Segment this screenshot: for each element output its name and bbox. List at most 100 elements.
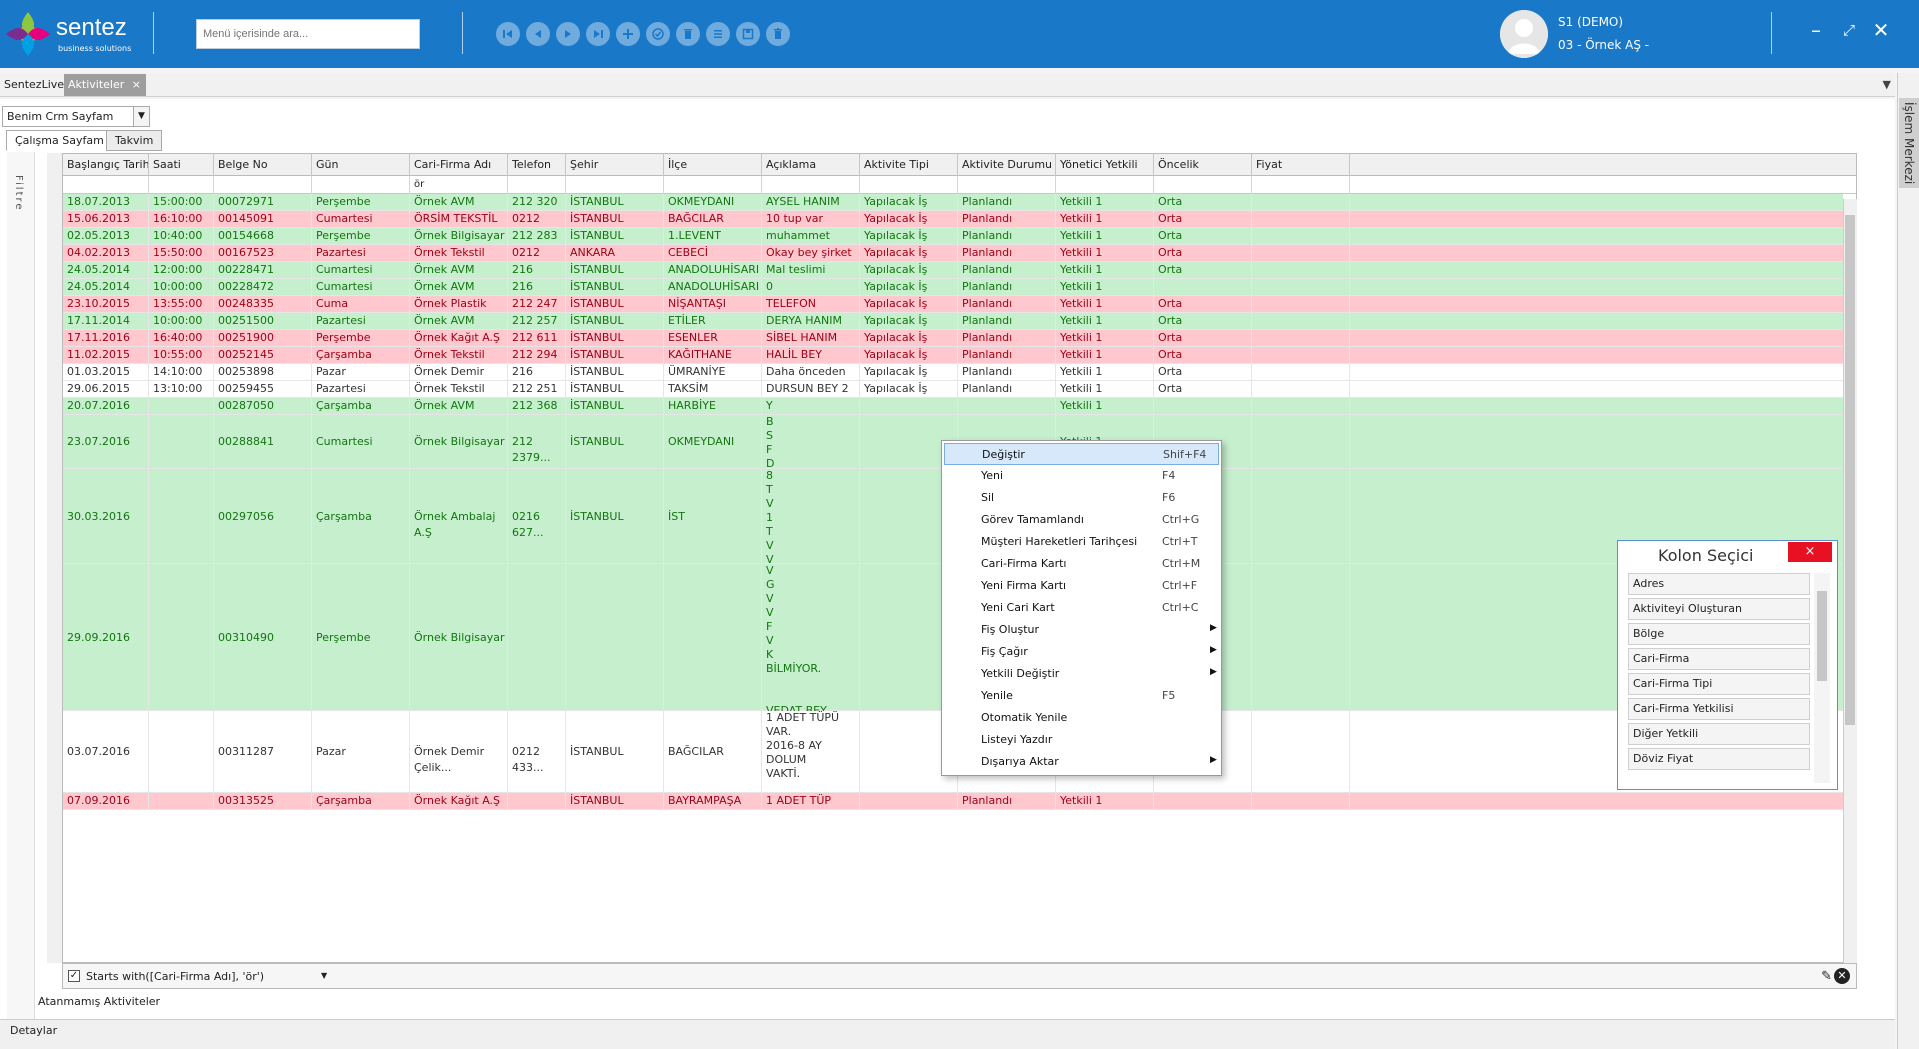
table-cell[interactable]: 03.07.2016 [63,711,149,793]
table-cell[interactable]: Yetkili 1 [1056,262,1154,279]
table-cell[interactable]: ÖRSİM TEKSTİL SA... [410,211,508,228]
table-cell[interactable]: Yetkili 1 [1056,793,1154,810]
table-cell[interactable]: İSTANBUL [566,313,664,330]
table-cell[interactable]: TAKSİM [664,381,762,398]
table-cell[interactable]: Yapılacak İş [860,381,958,398]
table-row[interactable]: 15.06.2013 16:10:00 00145091 Cumartesi ÖRSİM… [63,211,1843,228]
table-cell[interactable]: Yetkili 1 [1056,313,1154,330]
table-cell[interactable]: Orta [1154,313,1252,330]
table-cell[interactable]: İSTANBUL [566,793,664,810]
table-cell[interactable]: Yetkili 1 [1056,381,1154,398]
table-cell[interactable]: 00311287 [214,711,312,793]
table-cell[interactable]: Okay bey şirket dış... [762,245,860,262]
table-cell[interactable]: Örnek AVM [410,262,508,279]
menu-item[interactable]: Müşteri Hareketleri Tarihçesi Ctrl+T [944,531,1219,553]
close-tab-icon[interactable]: × [131,78,141,91]
table-cell[interactable]: 216 6418... [508,364,566,381]
table-cell[interactable] [664,564,762,711]
list-icon[interactable] [706,22,730,46]
table-cell[interactable]: BAĞCILAR [664,711,762,793]
table-cell[interactable] [149,564,214,711]
table-cell[interactable] [1252,296,1350,313]
table-cell[interactable]: Planlandı [958,211,1056,228]
table-cell[interactable] [1252,194,1350,211]
table-cell[interactable]: 16:10:00 [149,211,214,228]
filter-cell[interactable] [149,176,214,194]
table-cell[interactable]: 13:55:00 [149,296,214,313]
table-cell[interactable]: Pazartesi [312,313,410,330]
column-header[interactable]: Gün [312,154,410,176]
column-picker-item[interactable]: Döviz Fiyat [1628,748,1810,770]
table-cell[interactable]: Yetkili 1 [1056,279,1154,296]
filter-cell[interactable] [1056,176,1154,194]
column-picker-item[interactable]: Diğer Yetkili [1628,723,1810,745]
table-cell[interactable]: Planlandı [958,228,1056,245]
column-header[interactable]: Öncelik [1154,154,1252,176]
table-cell[interactable]: ANADOLUHİSARI [664,279,762,296]
table-cell[interactable] [149,793,214,810]
table-cell[interactable]: 16:40:00 [149,330,214,347]
table-cell[interactable]: İSTANBUL [566,211,664,228]
table-cell[interactable]: Cumartesi [312,211,410,228]
table-cell[interactable]: 00154668 [214,228,312,245]
column-header[interactable]: İlçe [664,154,762,176]
menu-item[interactable]: Yeni Cari Kart Ctrl+C [944,597,1219,619]
table-cell[interactable]: Yetkili 1 [1056,296,1154,313]
trash-icon[interactable] [766,22,790,46]
table-cell[interactable]: ÜMRANİYE [664,364,762,381]
table-cell[interactable]: 00145091 [214,211,312,228]
table-cell[interactable]: Çarşamba [312,398,410,415]
table-cell[interactable]: BAYRAMPAŞA [664,793,762,810]
table-cell[interactable]: 15:00:00 [149,194,214,211]
column-header[interactable]: Belge No [214,154,312,176]
close-icon[interactable]: ✕ [1872,18,1890,42]
table-cell[interactable] [1252,564,1350,711]
table-cell[interactable]: 29.06.2015 [63,381,149,398]
table-cell[interactable] [860,398,958,415]
table-cell[interactable]: 30.03.2016 [63,469,149,564]
table-cell[interactable]: 00251900 [214,330,312,347]
table-cell[interactable]: Perşembe [312,194,410,211]
table-cell[interactable]: Örnek Tekstil [410,245,508,262]
table-cell[interactable]: Yapılacak İş [860,194,958,211]
filter-cell[interactable] [566,176,664,194]
table-cell[interactable]: 04.02.2013 [63,245,149,262]
table-cell[interactable]: ETİLER [664,313,762,330]
table-cell[interactable]: 12:00:00 [149,262,214,279]
table-cell[interactable]: Pazartesi [312,245,410,262]
table-cell[interactable]: Cuma [312,296,410,313]
table-cell[interactable] [149,711,214,793]
table-cell[interactable]: HARBİYE [664,398,762,415]
menu-item[interactable]: Görev Tamamlandı Ctrl+G [944,509,1219,531]
column-picker-item[interactable]: Cari-Firma [1628,648,1810,670]
table-cell[interactable]: Mal teslimi yapıldı.... [762,262,860,279]
table-cell[interactable]: 15:50:00 [149,245,214,262]
delete-icon[interactable] [676,22,700,46]
table-cell[interactable]: Pazartesi [312,381,410,398]
table-cell[interactable]: 17.11.2016 [63,330,149,347]
table-cell[interactable] [1252,330,1350,347]
table-cell[interactable]: 13:10:00 [149,381,214,398]
edit-filter-icon[interactable]: ✎ [1821,969,1832,984]
table-cell[interactable]: İSTANBUL [566,398,664,415]
column-picker-item[interactable]: Cari-Firma Yetkilisi [1628,698,1810,720]
table-cell[interactable]: 10:00:00 [149,313,214,330]
table-cell[interactable] [1154,415,1252,469]
table-cell[interactable]: Planlandı [958,330,1056,347]
table-cell[interactable]: V G V V F V K BİLMİYOR. VEDAT BEY BAYRA.… [762,564,860,711]
table-cell[interactable]: 14:10:00 [149,364,214,381]
table-cell[interactable] [860,793,958,810]
scrollbar-thumb[interactable] [1845,215,1855,725]
table-cell[interactable]: Planlandı [958,381,1056,398]
table-cell[interactable]: 1.LEVENT [664,228,762,245]
table-row[interactable]: 17.11.2016 16:40:00 00251900 Perşembe Örnek … [63,330,1843,347]
table-row[interactable]: 18.07.2013 15:00:00 00072971 Perşembe Örnek … [63,194,1843,211]
table-cell[interactable]: Yapılacak İş [860,245,958,262]
table-cell[interactable]: ANKARA [566,245,664,262]
table-cell[interactable]: 00253898 [214,364,312,381]
table-row[interactable]: 24.05.2014 10:00:00 00228472 Cumartesi Örnek… [63,279,1843,296]
table-cell[interactable]: 10:55:00 [149,347,214,364]
menu-item[interactable]: Yenile F5 [944,685,1219,707]
table-cell[interactable]: 1 ADET TÜP 2015 1... [762,793,860,810]
table-cell[interactable]: Örnek Plastik A.Ş [410,296,508,313]
